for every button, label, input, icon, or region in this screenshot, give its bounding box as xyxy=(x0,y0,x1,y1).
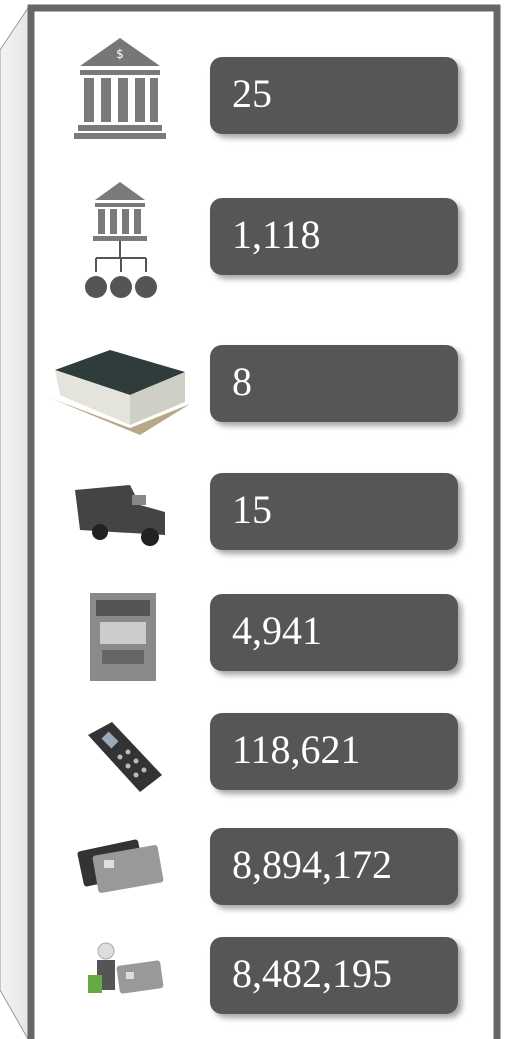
atm-icon xyxy=(90,593,156,681)
value-text: 8,482,195 xyxy=(232,951,392,996)
value-text: 8,894,172 xyxy=(232,842,392,887)
value-text: 118,621 xyxy=(232,727,361,772)
value-text: 1,118 xyxy=(232,212,321,257)
bank-icon: $ xyxy=(74,38,166,139)
value-box xyxy=(210,57,458,134)
shopper-icon xyxy=(88,942,164,994)
value-text: 4,941 xyxy=(232,608,322,653)
value-box xyxy=(210,828,458,905)
value-text: 25 xyxy=(232,71,272,116)
value-text: 8 xyxy=(232,359,252,404)
value-box xyxy=(210,473,458,550)
value-text: 15 xyxy=(232,487,272,532)
value-box xyxy=(210,345,458,422)
armored-truck-icon xyxy=(75,485,165,546)
value-box xyxy=(210,594,458,671)
value-box xyxy=(210,713,458,790)
icons: $ xyxy=(50,38,190,994)
svg-text:$: $ xyxy=(116,47,124,61)
value-boxes: 25 1,118 8 15 4,941 118,621 8,894,172 8,482,195 xyxy=(210,57,458,1014)
side-bevel xyxy=(0,6,29,1039)
value-box xyxy=(210,198,458,275)
value-box xyxy=(210,937,458,1014)
pos-terminal-icon xyxy=(88,722,162,792)
building-icon xyxy=(50,350,190,435)
cards-icon xyxy=(77,839,164,893)
bank-network-icon xyxy=(85,182,157,298)
